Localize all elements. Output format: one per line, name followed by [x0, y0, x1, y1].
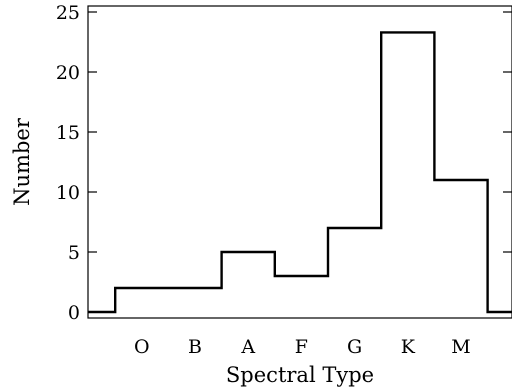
x-tick-label: F [295, 336, 308, 358]
y-axis-ticks: 0 5 10 15 20 25 [56, 2, 512, 324]
histogram-step-line [88, 31, 512, 314]
y-axis-label: Number [10, 117, 34, 206]
x-tick-label: O [134, 336, 150, 358]
x-tick-label: A [240, 336, 255, 358]
y-tick-label: 25 [56, 2, 80, 24]
y-tick-label: 0 [68, 302, 80, 324]
x-axis-label: Spectral Type [226, 363, 374, 387]
x-tick-label: B [188, 336, 202, 358]
x-tick-label: G [347, 336, 362, 358]
y-tick-label: 15 [56, 122, 80, 144]
plot-frame [87, 5, 512, 319]
y-tick-label: 5 [68, 242, 80, 264]
x-tick-label: K [401, 336, 416, 358]
y-tick-label: 10 [56, 182, 80, 204]
x-tick-label: M [451, 336, 470, 358]
y-tick-label: 20 [56, 62, 80, 84]
